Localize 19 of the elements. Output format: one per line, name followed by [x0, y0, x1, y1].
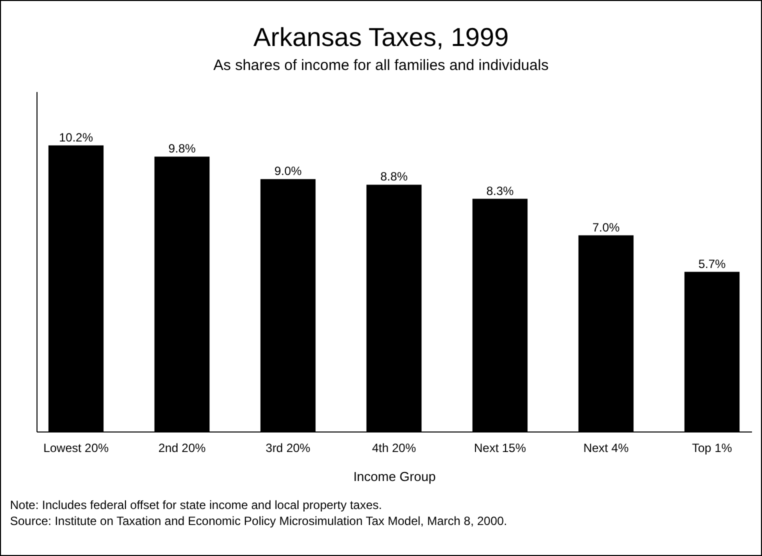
x-axis-title: Income Group — [353, 469, 436, 484]
x-tick-label: Next 4% — [583, 441, 629, 455]
data-label: 5.7% — [698, 256, 726, 271]
chart-title: Arkansas Taxes, 1999 — [253, 22, 509, 52]
x-tick-label: Next 15% — [474, 441, 526, 455]
data-label: 8.8% — [380, 170, 408, 184]
x-tick-label: 2nd 20% — [158, 441, 206, 455]
x-tick-label: 3rd 20% — [266, 441, 311, 455]
data-label: 9.0% — [274, 164, 302, 178]
x-tick-label: Top 1% — [692, 441, 732, 455]
data-label: 10.2% — [58, 130, 94, 144]
source-note: Source: Institute on Taxation and Economic Policy Microsimulation Tax Model, March 8, 2000. — [10, 514, 508, 528]
chart-subtitle: As shares of income for all families and individuals — [213, 57, 549, 74]
text: Note: Includes federal offset for state income and local property taxes. — [10, 498, 382, 512]
data-label: 9.8% — [168, 142, 196, 156]
x-tick-label: Lowest 20% — [43, 441, 110, 455]
data-label: 7.0% — [592, 220, 620, 234]
data-label: 8.3% — [486, 184, 514, 198]
x-tick-label: 4th 20% — [372, 441, 416, 455]
